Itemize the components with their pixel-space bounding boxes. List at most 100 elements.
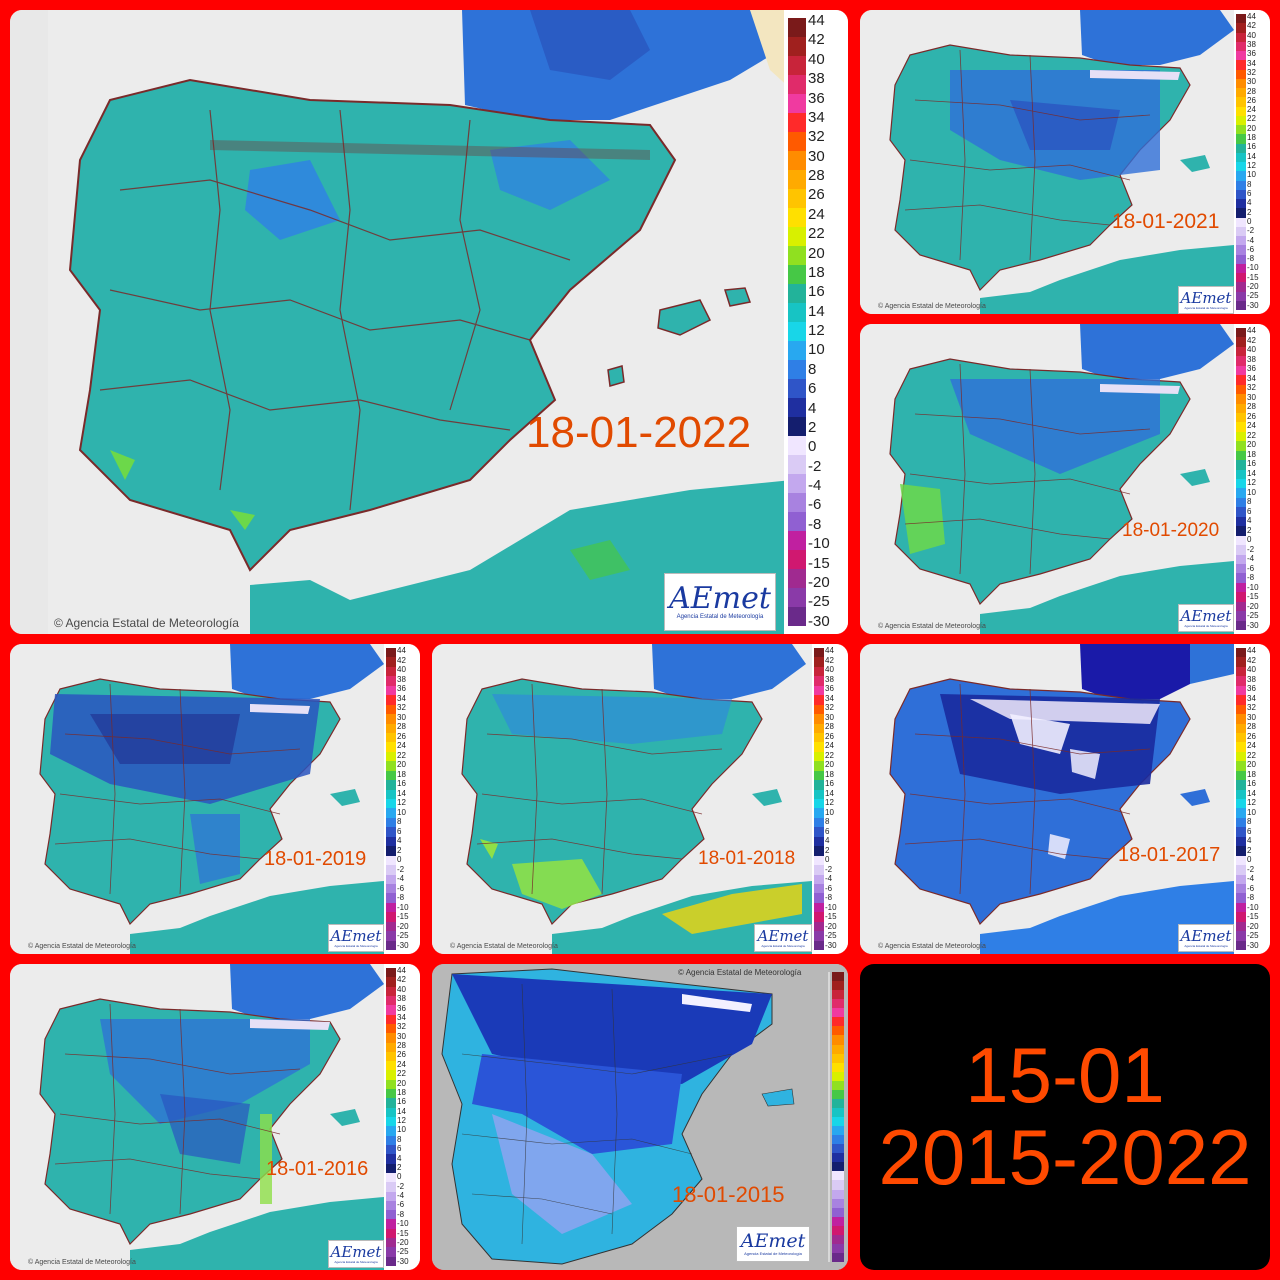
- legend-label: -25: [1247, 931, 1259, 941]
- legend-label: 28: [1247, 722, 1256, 732]
- legend-swatch: [788, 170, 806, 189]
- legend-label: -15: [397, 912, 409, 922]
- legend-swatch: [1236, 375, 1246, 385]
- aemet-logo-subtitle: Agencia Estatal de Meteorología: [761, 943, 805, 948]
- aemet-logo-word: AEmet: [740, 1230, 806, 1252]
- legend-label: 4: [825, 836, 830, 846]
- legend-label: 2: [397, 845, 402, 855]
- legend-label: 0: [397, 1172, 402, 1182]
- legend-swatch: [788, 417, 806, 436]
- legend-swatch: [788, 512, 806, 531]
- copyright-label: © Agencia Estatal de Meteorología: [54, 616, 239, 630]
- legend-label: -6: [397, 1200, 405, 1210]
- legend-label: 24: [825, 741, 834, 751]
- legend-label: 22: [1247, 114, 1256, 124]
- legend-swatch: [386, 893, 396, 903]
- legend-label: 10: [1247, 170, 1256, 180]
- legend-swatch: [1236, 273, 1246, 283]
- legend-swatch: [1236, 865, 1246, 875]
- legend-label: 4: [397, 836, 402, 846]
- legend-label: 6: [1247, 506, 1252, 516]
- map-date-label: 18-01-2021: [1112, 210, 1220, 233]
- legend-swatch: [1236, 620, 1246, 630]
- legend-swatch: [1236, 479, 1246, 489]
- legend-label: -10: [1247, 263, 1259, 273]
- legend-swatch: [814, 893, 824, 903]
- legend-swatch: [788, 474, 806, 493]
- legend-label: 8: [1247, 179, 1252, 189]
- legend-swatch: [1236, 714, 1246, 724]
- legend-label: 28: [808, 167, 825, 184]
- legend-label: 28: [1247, 86, 1256, 96]
- legend-swatch: [386, 732, 396, 743]
- legend-label: 28: [825, 722, 834, 732]
- legend-swatch: [814, 780, 824, 790]
- legend-label: 24: [397, 741, 406, 751]
- legend-swatch: [832, 981, 844, 991]
- legend-swatch: [1236, 23, 1246, 33]
- legend-swatch: [1236, 217, 1246, 227]
- legend-swatch: [386, 1228, 396, 1239]
- legend-swatch: [1236, 817, 1246, 828]
- legend-label: 32: [825, 703, 834, 713]
- legend-label: 44: [397, 646, 406, 655]
- legend-label: 0: [808, 438, 817, 456]
- legend-swatch: [1236, 412, 1246, 423]
- temperature-map-2015: [432, 964, 848, 1270]
- legend-swatch: [832, 1180, 844, 1190]
- copyright-text: Agencia Estatal de Meteorología: [456, 943, 558, 950]
- legend-label: 20: [808, 244, 825, 262]
- legend-label: 10: [397, 807, 406, 817]
- legend-label: 32: [1247, 703, 1256, 713]
- legend-label: 32: [397, 1022, 406, 1032]
- legend-swatch: [386, 1070, 396, 1080]
- copyright-label: © Agencia Estatal de Meteorología: [878, 943, 986, 950]
- legend-label: 26: [397, 731, 406, 741]
- legend-swatch: [788, 151, 806, 170]
- legend-label: 16: [397, 1097, 406, 1107]
- legend-label: 44: [1247, 326, 1256, 335]
- legend-label: 24: [1247, 741, 1256, 751]
- legend-swatch: [1236, 751, 1246, 762]
- legend-swatch: [1236, 88, 1246, 98]
- legend-swatch: [386, 865, 396, 875]
- title-panel: 15-01 2015-2022: [860, 964, 1270, 1270]
- aemet-logo-word: AEmet: [1180, 288, 1232, 307]
- legend-swatch: [1236, 134, 1246, 144]
- legend-swatch: [1236, 535, 1246, 546]
- legend-swatch: [1236, 827, 1246, 837]
- legend-label: 34: [1247, 58, 1256, 68]
- legend-label: 42: [397, 975, 406, 985]
- legend-label: 40: [1247, 665, 1256, 675]
- legend-label: -2: [808, 457, 822, 475]
- legend-label: 6: [1247, 826, 1252, 836]
- legend-label: 40: [808, 50, 825, 68]
- legend-swatch: [1236, 236, 1246, 246]
- legend-label: -30: [397, 1256, 409, 1266]
- legend-swatch: [386, 1107, 396, 1117]
- legend-swatch: [1236, 582, 1246, 593]
- legend-swatch: [386, 1247, 396, 1257]
- legend-swatch: [832, 1098, 844, 1108]
- legend-swatch: [832, 1225, 844, 1235]
- legend-label: 42: [1247, 335, 1256, 345]
- legend-swatch: [1236, 346, 1246, 357]
- legend-label: 26: [397, 1050, 406, 1060]
- legend-swatch: [814, 827, 824, 837]
- legend-label: 2: [1247, 525, 1252, 535]
- legend-label: 26: [1247, 95, 1256, 105]
- legend-label: 34: [808, 108, 825, 126]
- legend-swatch: [814, 883, 824, 894]
- temperature-legend: 44 42 40 38 36 34 32 30 28 26 24 22 20 18 16 14 12 10 8 6 4 2…: [784, 10, 848, 634]
- legend-label: 0: [1247, 855, 1252, 865]
- legend-swatch: [386, 1182, 396, 1192]
- legend-swatch: [1236, 846, 1246, 856]
- legend-swatch: [788, 132, 806, 151]
- legend-label: 26: [1247, 731, 1256, 741]
- legend-label: -6: [397, 883, 405, 893]
- legend-swatch: [1236, 902, 1246, 913]
- legend-swatch: [788, 37, 806, 56]
- temperature-legend: 44 42 40 38 36 34 32 30 28 26 24 22 20 18 16 14 12 10 8 6 4 2…: [1234, 10, 1270, 314]
- legend-label: 22: [825, 750, 834, 760]
- legend-swatch: [1236, 245, 1246, 255]
